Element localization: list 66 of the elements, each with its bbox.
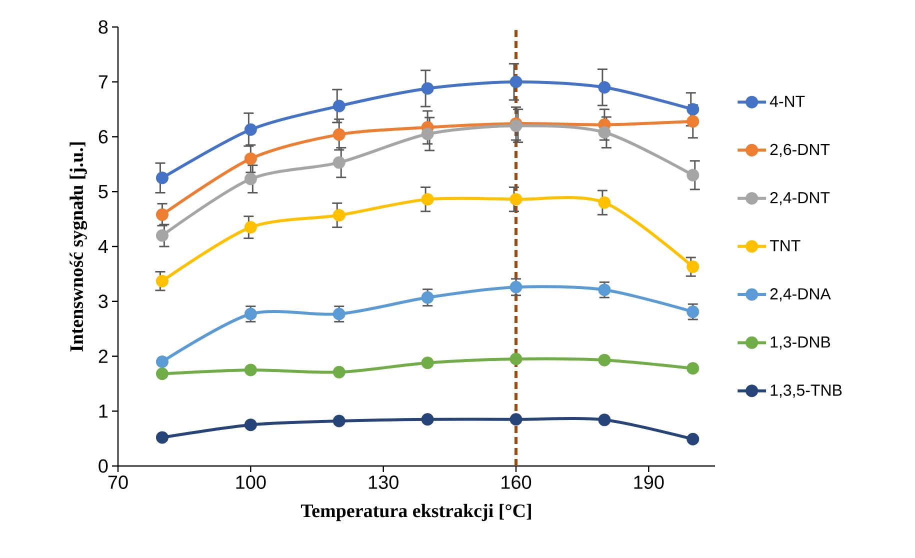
point <box>510 76 522 88</box>
point <box>156 172 168 184</box>
point <box>421 356 434 370</box>
point <box>332 366 346 378</box>
x-tick-label: 130 <box>368 476 398 489</box>
point <box>598 414 611 426</box>
point <box>156 355 168 368</box>
point <box>156 229 168 242</box>
point <box>332 128 346 141</box>
x-tick-label: 190 <box>634 476 664 489</box>
point <box>686 432 700 446</box>
x-tick-label: 160 <box>502 476 532 489</box>
y-tick-label: 0 <box>98 459 108 473</box>
point <box>332 414 346 428</box>
legend-label: 1,3,5-TNB <box>770 384 842 398</box>
point <box>421 128 434 140</box>
x-axis-title: Temperatura ekstrakcji [°C] <box>300 504 531 522</box>
point <box>686 168 700 182</box>
legend-label: 1,3-DNB <box>770 336 830 350</box>
point <box>421 82 434 95</box>
legend-label: 2,4-DNA <box>770 288 831 302</box>
point <box>156 431 168 444</box>
y-tick-label: 4 <box>98 240 108 254</box>
point <box>510 352 522 366</box>
point <box>421 413 434 426</box>
x-tick-label: 70 <box>108 476 128 489</box>
legend-label: 2,6-DNT <box>770 144 830 158</box>
point <box>244 418 257 432</box>
point <box>332 208 346 222</box>
y-tick-label: 5 <box>98 185 108 198</box>
legend-label: 2,4-DNT <box>770 192 830 206</box>
point <box>510 280 522 294</box>
legend-label: 4-NT <box>770 96 805 107</box>
point <box>244 123 257 136</box>
point <box>598 196 611 209</box>
point <box>510 413 522 426</box>
point <box>510 193 522 206</box>
y-tick-label: 8 <box>98 20 108 34</box>
point <box>598 354 611 366</box>
x-tick-label: 100 <box>236 476 266 489</box>
y-tick-label: 3 <box>98 294 108 308</box>
point <box>156 368 168 380</box>
legend-label: TNT <box>770 240 800 252</box>
point <box>686 103 700 116</box>
point <box>598 284 611 296</box>
point <box>332 100 346 112</box>
point <box>332 156 346 169</box>
y-tick-label: 6 <box>98 130 108 144</box>
point <box>156 208 168 221</box>
point <box>244 152 257 165</box>
point <box>686 306 700 318</box>
point <box>686 260 700 274</box>
y-tick-label: 1 <box>99 404 108 418</box>
point <box>244 364 257 376</box>
point <box>244 221 257 234</box>
y-tick-label: 7 <box>98 75 108 88</box>
y-tick-label: 2 <box>98 350 108 363</box>
point <box>686 362 700 375</box>
point <box>510 120 522 132</box>
point <box>421 291 434 304</box>
y-axis-title: Intenswność sygnału [j.u.] <box>70 142 88 352</box>
point <box>598 81 611 94</box>
point <box>156 274 168 288</box>
point <box>421 193 434 206</box>
point <box>244 172 257 186</box>
point <box>686 115 700 128</box>
